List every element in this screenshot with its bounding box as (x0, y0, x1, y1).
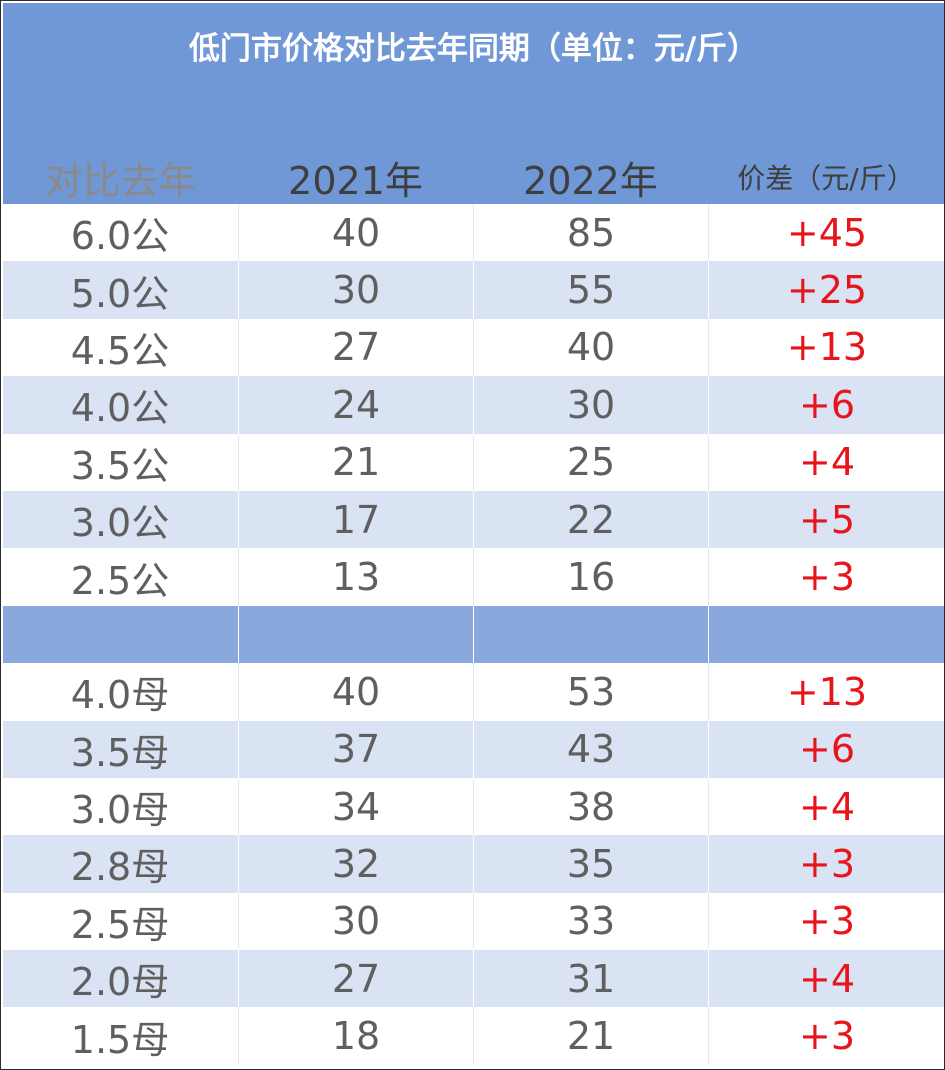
spec-cell: 2.0母 (70, 960, 170, 1005)
price-2022-cell: 38 (473, 777, 708, 836)
price-diff-cell: +45 (708, 204, 944, 262)
table-row: 3.5母 37 43 +6 (3, 720, 944, 778)
table-row: 4.5公 27 40 +13 (3, 318, 944, 377)
table-row: 5.0公 30 55 +25 (3, 261, 944, 319)
table-row: 2.5公 13 16 +3 (3, 548, 944, 606)
price-2022-cell: 16 (473, 548, 708, 606)
column-header-compare: 对比去年 (44, 158, 197, 203)
price-2022-cell: 40 (473, 318, 708, 377)
price-diff-cell: +3 (708, 835, 944, 893)
table-body: 6.0公 40 85 +45 5.0公 30 55 +25 4.5公 27 40… (3, 204, 944, 1065)
section-separator-row (3, 605, 944, 664)
price-2021-cell: 34 (238, 777, 473, 836)
price-2022-cell: 35 (473, 835, 708, 893)
table-row: 2.0母 27 31 +4 (3, 950, 944, 1008)
price-2021-cell: 24 (238, 376, 473, 434)
price-2021-cell: 17 (238, 490, 473, 549)
price-2022-cell: 33 (473, 892, 708, 951)
price-2021-cell: 21 (238, 433, 473, 491)
table-row: 2.5母 30 33 +3 (3, 892, 944, 951)
spec-cell: 1.5母 (70, 1017, 170, 1062)
price-2021-cell: 40 (238, 204, 473, 262)
spec-cell: 6.0公 (70, 214, 170, 259)
price-diff-cell: +3 (708, 1007, 944, 1065)
price-2022-cell: 85 (473, 204, 708, 262)
column-header-2021: 2021年 (288, 158, 423, 203)
price-2022-cell: 22 (473, 490, 708, 549)
spec-cell: 2.5公 (70, 558, 170, 603)
spec-cell: 3.0公 (70, 501, 170, 546)
spec-cell: 4.5公 (70, 328, 170, 373)
price-diff-cell: +4 (708, 433, 944, 491)
price-diff-cell: +13 (708, 318, 944, 377)
price-2021-cell: 32 (238, 835, 473, 893)
price-2022-cell: 25 (473, 433, 708, 491)
table-row: 6.0公 40 85 +45 (3, 204, 944, 262)
spec-cell: 2.5母 (70, 902, 170, 947)
price-diff-cell: +6 (708, 720, 944, 778)
price-diff-cell: +6 (708, 376, 944, 434)
spec-cell: 5.0公 (70, 271, 170, 316)
price-diff-cell: +4 (708, 950, 944, 1008)
spec-cell: 3.5公 (70, 443, 170, 488)
price-diff-cell: +3 (708, 892, 944, 951)
table-title: 低门市价格对比去年同期（单位：元/斤） (188, 31, 759, 67)
table-row: 3.5公 21 25 +4 (3, 433, 944, 491)
price-2021-cell: 27 (238, 318, 473, 377)
price-2021-cell: 37 (238, 720, 473, 778)
spec-cell: 2.8母 (70, 845, 170, 890)
column-header-2022: 2022年 (523, 158, 658, 203)
spec-cell: 3.5母 (70, 730, 170, 775)
price-2022-cell: 53 (473, 663, 708, 721)
price-diff-cell: +13 (708, 663, 944, 721)
table-row: 2.8母 32 35 +3 (3, 835, 944, 893)
empty-cell (473, 605, 708, 664)
table-row: 1.5母 18 21 +3 (3, 1007, 944, 1065)
price-2021-cell: 40 (238, 663, 473, 721)
price-2021-cell: 30 (238, 892, 473, 951)
price-2021-cell: 27 (238, 950, 473, 1008)
price-2021-cell: 13 (238, 548, 473, 606)
table-row: 4.0公 24 30 +6 (3, 376, 944, 434)
price-diff-cell: +5 (708, 490, 944, 549)
price-2022-cell: 21 (473, 1007, 708, 1065)
price-2022-cell: 31 (473, 950, 708, 1008)
spec-cell: 4.0公 (70, 386, 170, 431)
price-2022-cell: 55 (473, 261, 708, 319)
spec-cell: 3.0母 (70, 788, 170, 833)
table-row: 3.0公 17 22 +5 (3, 490, 944, 549)
spec-cell: 4.0母 (70, 673, 170, 718)
price-diff-cell: +25 (708, 261, 944, 319)
table-header: 低门市价格对比去年同期（单位：元/斤） 对比去年 2021年 2022年 价差（… (3, 3, 944, 204)
empty-cell (238, 605, 473, 664)
price-diff-cell: +4 (708, 777, 944, 836)
empty-cell (3, 606, 237, 663)
price-2021-cell: 30 (238, 261, 473, 319)
column-header-price-diff: 价差（元/斤） (737, 162, 915, 195)
price-2021-cell: 18 (238, 1007, 473, 1065)
table-row: 4.0母 40 53 +13 (3, 663, 944, 721)
price-2022-cell: 30 (473, 376, 708, 434)
price-diff-cell: +3 (708, 548, 944, 606)
empty-cell (708, 605, 944, 664)
table-row: 3.0母 34 38 +4 (3, 777, 944, 836)
price-2022-cell: 43 (473, 720, 708, 778)
